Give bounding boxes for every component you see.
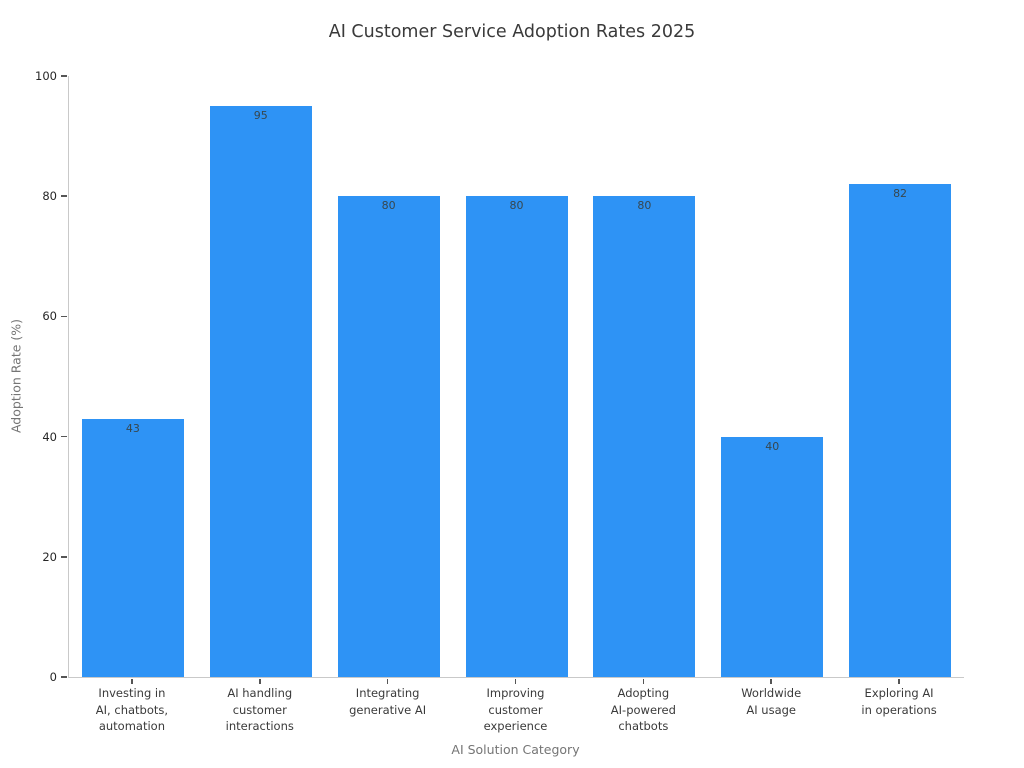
bar: 80: [465, 196, 568, 677]
x-tick-label: AI handling customer interactions: [225, 686, 294, 733]
y-tick-mark: [61, 435, 67, 438]
bar-value-label: 80: [381, 199, 396, 213]
bar: 95: [209, 106, 312, 677]
y-tick-label: 60: [42, 309, 57, 324]
x-tick-mark: [898, 678, 900, 684]
bar: 82: [849, 184, 952, 677]
bar-value-label: 43: [125, 421, 140, 435]
bar-value-label: 82: [893, 187, 908, 201]
x-tick-label: Exploring AI in operations: [861, 686, 937, 717]
bar-value-label: 80: [509, 199, 524, 213]
y-tick-label: 80: [42, 189, 57, 204]
bar-value-label: 40: [765, 439, 780, 453]
y-tick-mark: [61, 676, 67, 678]
x-tick-label: Integrating generative AI: [349, 686, 427, 717]
y-tick-mark: [61, 556, 67, 558]
y-tick-label: 40: [42, 429, 57, 444]
y-tick-mark: [61, 195, 67, 197]
bar: 40: [721, 436, 824, 677]
x-tick-mark: [514, 678, 517, 684]
y-tick-mark: [61, 75, 67, 77]
bar: 80: [337, 196, 440, 677]
plot-area: 43 95 80 80 80 40 82: [68, 76, 964, 678]
y-tick-label: 0: [49, 670, 57, 684]
bar: 80: [593, 196, 696, 677]
y-tick-label: 20: [42, 549, 57, 564]
x-tick-label: Worldwide AI usage: [741, 686, 802, 717]
x-tick-mark: [642, 678, 645, 684]
y-tick-mark: [61, 315, 67, 318]
x-tick-label: Adopting AI-powered chatbots: [610, 686, 676, 733]
x-tick-mark: [770, 678, 772, 684]
y-tick-label: 100: [35, 69, 57, 83]
x-tick-label: Improving customer experience: [483, 686, 548, 733]
chart-title: AI Customer Service Adoption Rates 2025: [328, 22, 696, 42]
x-tick-mark: [131, 678, 133, 684]
x-axis-label: AI Solution Category: [451, 742, 580, 757]
x-tick-mark: [386, 678, 389, 684]
y-axis-label: Adoption Rate (%): [8, 318, 24, 434]
bar-value-label: 80: [637, 199, 652, 213]
bar-value-label: 95: [253, 109, 268, 123]
x-tick-mark: [259, 678, 261, 684]
bar: 43: [81, 418, 184, 677]
x-tick-label: Investing in AI, chatbots, automation: [95, 686, 169, 733]
